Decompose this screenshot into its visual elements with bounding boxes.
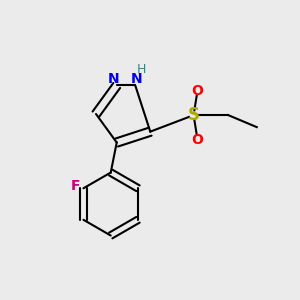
Text: O: O <box>191 83 203 98</box>
Text: O: O <box>191 133 203 147</box>
Text: F: F <box>70 179 80 193</box>
Text: N: N <box>107 72 119 86</box>
Text: N: N <box>131 72 142 86</box>
Text: H: H <box>137 63 147 76</box>
Text: S: S <box>188 106 200 124</box>
